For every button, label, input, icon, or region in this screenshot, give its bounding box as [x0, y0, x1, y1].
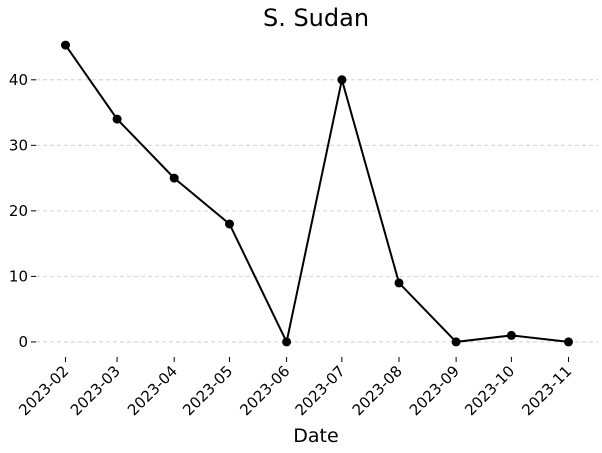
data-point — [564, 337, 573, 347]
x-tick-label: 2023-04 — [124, 362, 181, 419]
y-gridlines — [36, 79, 598, 343]
chart-title: S. Sudan — [263, 4, 369, 32]
data-point — [451, 337, 461, 347]
data-point — [394, 278, 404, 288]
data-point — [506, 330, 516, 340]
series-layer — [61, 40, 573, 347]
x-tick-label: 2023-09 — [406, 362, 463, 419]
y-tick-label: 0 — [18, 333, 28, 351]
x-tick-label: 2023-02 — [15, 362, 72, 419]
x-tick-label: 2023-06 — [236, 362, 293, 419]
x-tick-label: 2023-07 — [292, 362, 349, 419]
y-tick-label: 20 — [9, 202, 28, 220]
y-tick-label: 30 — [9, 136, 28, 154]
data-point — [282, 337, 292, 347]
y-axis-ticks: 0 10 20 30 40 — [9, 71, 36, 351]
data-point — [337, 75, 347, 85]
x-tick-label: 2023-05 — [179, 362, 236, 419]
data-point — [225, 219, 234, 229]
x-tick-label: 2023-10 — [461, 362, 518, 419]
data-point — [61, 40, 70, 50]
x-tick-label: 2023-11 — [518, 362, 575, 419]
y-tick-label: 40 — [9, 71, 28, 89]
series-line — [64, 44, 569, 345]
x-tick-label: 2023-03 — [67, 362, 124, 419]
x-tick-label: 2023-08 — [349, 362, 406, 419]
data-point — [169, 173, 179, 183]
data-point — [112, 114, 122, 124]
x-axis-label: Date — [293, 425, 338, 447]
y-tick-label: 10 — [9, 267, 28, 285]
